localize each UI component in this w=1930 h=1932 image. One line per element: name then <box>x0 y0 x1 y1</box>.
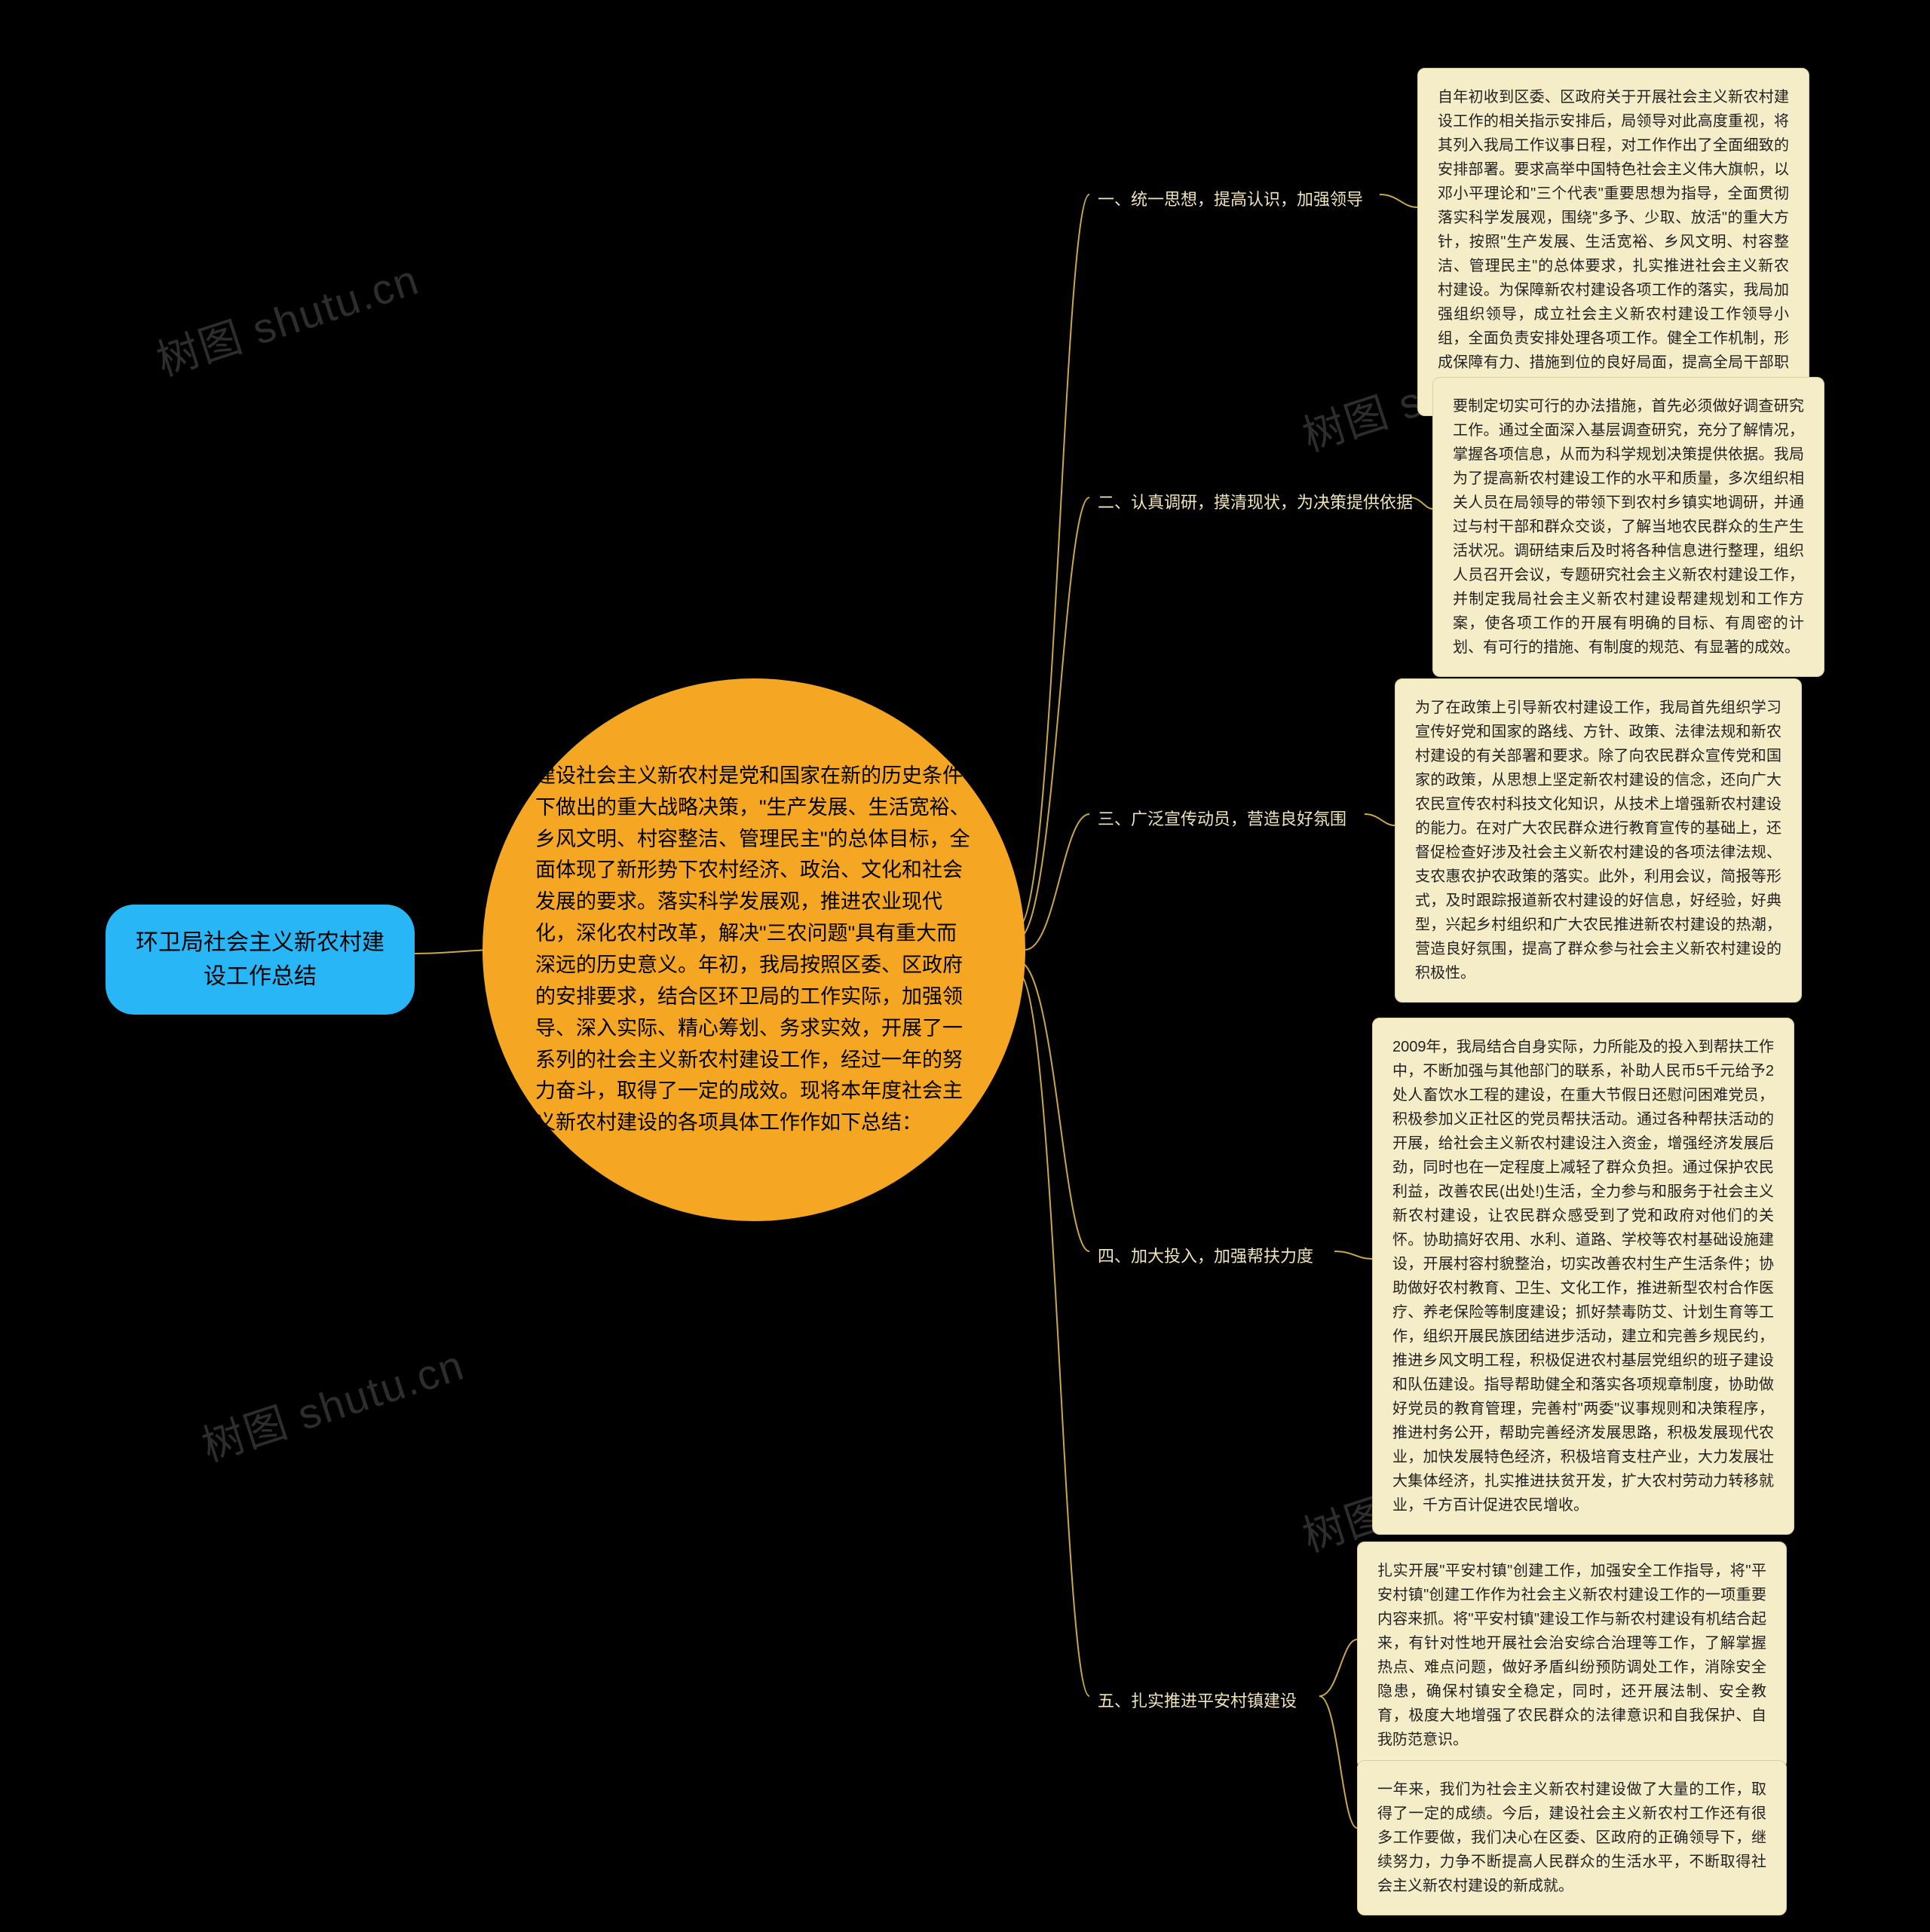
section-2-detail[interactable]: 要制定切实可行的办法措施，首先必须做好调查研究工作。通过全面深入基层调查研究，充… <box>1432 377 1824 677</box>
root-node[interactable]: 环卫局社会主义新农村建设工作总结 <box>106 905 415 1015</box>
detail-text: 为了在政策上引导新农村建设工作，我局首先组织学习宣传好党和国家的路线、方针、政策… <box>1415 696 1781 985</box>
section-label-text: 一、统一思想，提高认识，加强领导 <box>1098 187 1363 212</box>
summary-node-text: 建设社会主义新农村是党和国家在新的历史条件下做出的重大战略决策，"生产发展、生活… <box>535 761 973 1139</box>
watermark: 树图 shutu.cn <box>148 246 426 388</box>
edge-s4-detail <box>1334 1251 1372 1259</box>
section-2-label[interactable]: 二、认真调研，摸清现状，为决策提供依据 <box>1086 482 1425 522</box>
detail-text: 自年初收到区委、区政府关于开展社会主义新农村建设工作的相关指示安排后，局领导对此… <box>1438 85 1789 399</box>
edge-summary-s2 <box>1018 498 1089 938</box>
edge-s1-detail <box>1380 194 1417 207</box>
section-5-detail-2[interactable]: 一年来，我们为社会主义新农村建设做了大量的工作，取得了一定的成绩。今后，建设社会… <box>1357 1760 1787 1915</box>
edge-summary-s1 <box>1018 194 1089 927</box>
detail-text: 要制定切实可行的办法措施，首先必须做好调查研究工作。通过全面深入基层调查研究，充… <box>1453 394 1804 660</box>
edge-summary-s5 <box>1018 972 1089 1696</box>
section-4-detail[interactable]: 2009年，我局结合自身实际，力所能及的投入到帮扶工作中，不断加强与其他部门的联… <box>1372 1018 1794 1535</box>
edge-summary-s4 <box>1018 961 1089 1251</box>
section-1-label[interactable]: 一、统一思想，提高认识，加强领导 <box>1086 179 1375 219</box>
section-3-detail[interactable]: 为了在政策上引导新农村建设工作，我局首先组织学习宣传好党和国家的路线、方针、政策… <box>1395 678 1802 1003</box>
edge-summary-s3 <box>1025 814 1089 950</box>
section-label-text: 四、加大投入，加强帮扶力度 <box>1098 1244 1313 1269</box>
edge-s5-detail1 <box>1319 1640 1357 1696</box>
section-label-text: 三、广泛宣传动员，营造良好氛围 <box>1098 807 1346 831</box>
detail-text: 2009年，我局结合自身实际，力所能及的投入到帮扶工作中，不断加强与其他部门的联… <box>1392 1035 1774 1517</box>
section-4-label[interactable]: 四、加大投入，加强帮扶力度 <box>1086 1236 1325 1276</box>
section-label-text: 五、扎实推进平安村镇建设 <box>1098 1689 1297 1713</box>
summary-node[interactable]: 建设社会主义新农村是党和国家在新的历史条件下做出的重大战略决策，"生产发展、生活… <box>482 678 1025 1221</box>
section-3-label[interactable]: 三、广泛宣传动员，营造良好氛围 <box>1086 799 1359 839</box>
detail-text: 一年来，我们为社会主义新农村建设做了大量的工作，取得了一定的成绩。今后，建设社会… <box>1377 1777 1766 1898</box>
root-node-text: 环卫局社会主义新农村建设工作总结 <box>136 926 384 994</box>
edge-s3-detail <box>1365 814 1395 825</box>
detail-text: 扎实开展"平安村镇"创建工作，加强安全工作指导，将"平安村镇"创建工作作为社会主… <box>1377 1559 1766 1752</box>
section-5-detail-1[interactable]: 扎实开展"平安村镇"创建工作，加强安全工作指导，将"平安村镇"创建工作作为社会主… <box>1357 1542 1787 1769</box>
watermark: 树图 shutu.cn <box>193 1331 471 1474</box>
edge-s5-detail2 <box>1319 1696 1357 1828</box>
section-label-text: 二、认真调研，摸清现状，为决策提供依据 <box>1098 490 1413 515</box>
section-5-label[interactable]: 五、扎实推进平安村镇建设 <box>1086 1681 1309 1721</box>
section-1-detail[interactable]: 自年初收到区委、区政府关于开展社会主义新农村建设工作的相关指示安排后，局领导对此… <box>1417 68 1809 416</box>
